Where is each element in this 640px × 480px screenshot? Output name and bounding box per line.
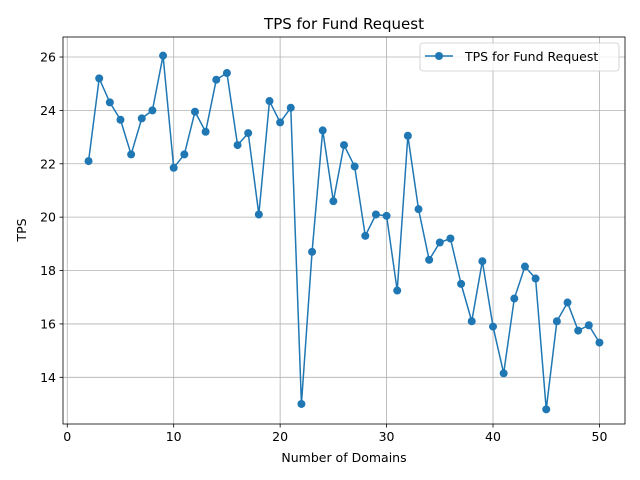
data-point (127, 150, 136, 159)
series-group (84, 51, 604, 414)
x-tick-label: 0 (63, 429, 71, 444)
data-point (371, 210, 380, 219)
data-point (414, 205, 423, 214)
data-point (222, 69, 231, 78)
x-tick-label: 10 (166, 429, 182, 444)
data-point (350, 162, 359, 171)
data-point (244, 129, 253, 138)
legend: TPS for Fund Request (419, 42, 620, 72)
grid-lines (63, 37, 625, 424)
data-point (265, 97, 274, 106)
data-point (552, 317, 561, 326)
data-point (190, 107, 199, 116)
data-point (489, 322, 498, 331)
data-point (563, 298, 572, 307)
data-point (201, 127, 210, 136)
plot-frame (62, 36, 626, 425)
legend-box (419, 42, 620, 72)
x-axis-label: Number of Domains (281, 450, 406, 465)
data-point (84, 157, 93, 166)
y-tick-label: 16 (40, 316, 56, 331)
data-point (105, 98, 114, 107)
data-point (542, 405, 551, 414)
data-point (95, 74, 104, 83)
data-point (382, 211, 391, 220)
data-point (531, 274, 540, 283)
data-point (478, 257, 487, 266)
data-point (499, 369, 508, 378)
data-point (393, 286, 402, 295)
data-point (520, 262, 529, 271)
data-point (286, 103, 295, 112)
chart-title: TPS for Fund Request (263, 15, 424, 33)
y-tick-label: 14 (40, 370, 56, 385)
data-point (584, 321, 593, 330)
data-point (169, 163, 178, 172)
data-point (574, 326, 583, 335)
y-tick-label: 18 (40, 263, 56, 278)
data-point (340, 141, 348, 150)
data-point (446, 234, 455, 243)
data-point (180, 150, 189, 159)
x-tick-label: 50 (592, 429, 608, 444)
data-point (403, 131, 412, 140)
data-point (116, 115, 125, 124)
data-point (457, 279, 466, 288)
y-tick-label: 20 (40, 210, 56, 225)
x-tick-label: 40 (485, 429, 501, 444)
data-point (435, 238, 444, 247)
data-point (425, 255, 434, 264)
data-point (297, 399, 306, 408)
legend-entry-label: TPS for Fund Request (464, 49, 598, 64)
y-tick-label: 26 (40, 50, 56, 65)
data-point (137, 114, 146, 123)
data-point (510, 294, 519, 303)
y-axis-label: TPS (14, 218, 29, 242)
data-point (318, 126, 327, 135)
axis-ticks: 0 10 20 30 40 50 14 16 18 20 22 24 26 (40, 50, 607, 444)
data-point (361, 231, 370, 240)
x-tick-label: 30 (379, 429, 395, 444)
y-tick-label: 22 (40, 156, 56, 171)
data-point (254, 210, 263, 219)
y-tick-label: 24 (40, 103, 56, 118)
legend-marker-sample (435, 52, 443, 60)
data-point (595, 338, 604, 347)
x-tick-label: 20 (272, 429, 288, 444)
data-point (159, 51, 168, 60)
data-point (329, 197, 338, 206)
data-point (308, 247, 317, 256)
data-point (467, 317, 476, 326)
data-point (212, 75, 221, 84)
data-point (233, 141, 242, 150)
data-point (148, 106, 157, 115)
data-point (276, 118, 285, 127)
